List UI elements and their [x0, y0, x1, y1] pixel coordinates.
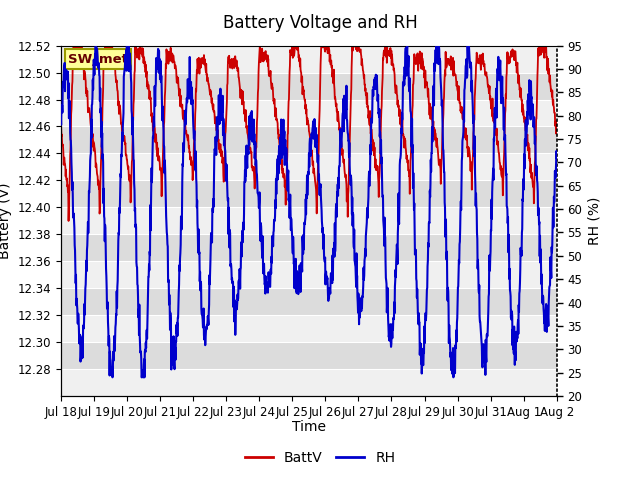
Bar: [61, 126, 557, 154]
Bar: [61, 154, 557, 180]
Text: Battery Voltage and RH: Battery Voltage and RH: [223, 14, 417, 33]
Bar: [61, 72, 557, 99]
Y-axis label: Battery (V): Battery (V): [0, 182, 12, 259]
Bar: [61, 234, 557, 261]
Bar: [61, 207, 557, 234]
Bar: [61, 180, 557, 207]
Text: SW_met: SW_met: [68, 53, 128, 66]
X-axis label: Time: Time: [292, 420, 326, 434]
Bar: [61, 315, 557, 342]
Bar: [61, 342, 557, 369]
Bar: [61, 369, 557, 396]
Legend: BattV, RH: BattV, RH: [239, 445, 401, 471]
Y-axis label: RH (%): RH (%): [588, 197, 602, 245]
Bar: [61, 46, 557, 72]
Bar: [61, 99, 557, 126]
Bar: [61, 261, 557, 288]
Bar: [61, 288, 557, 315]
